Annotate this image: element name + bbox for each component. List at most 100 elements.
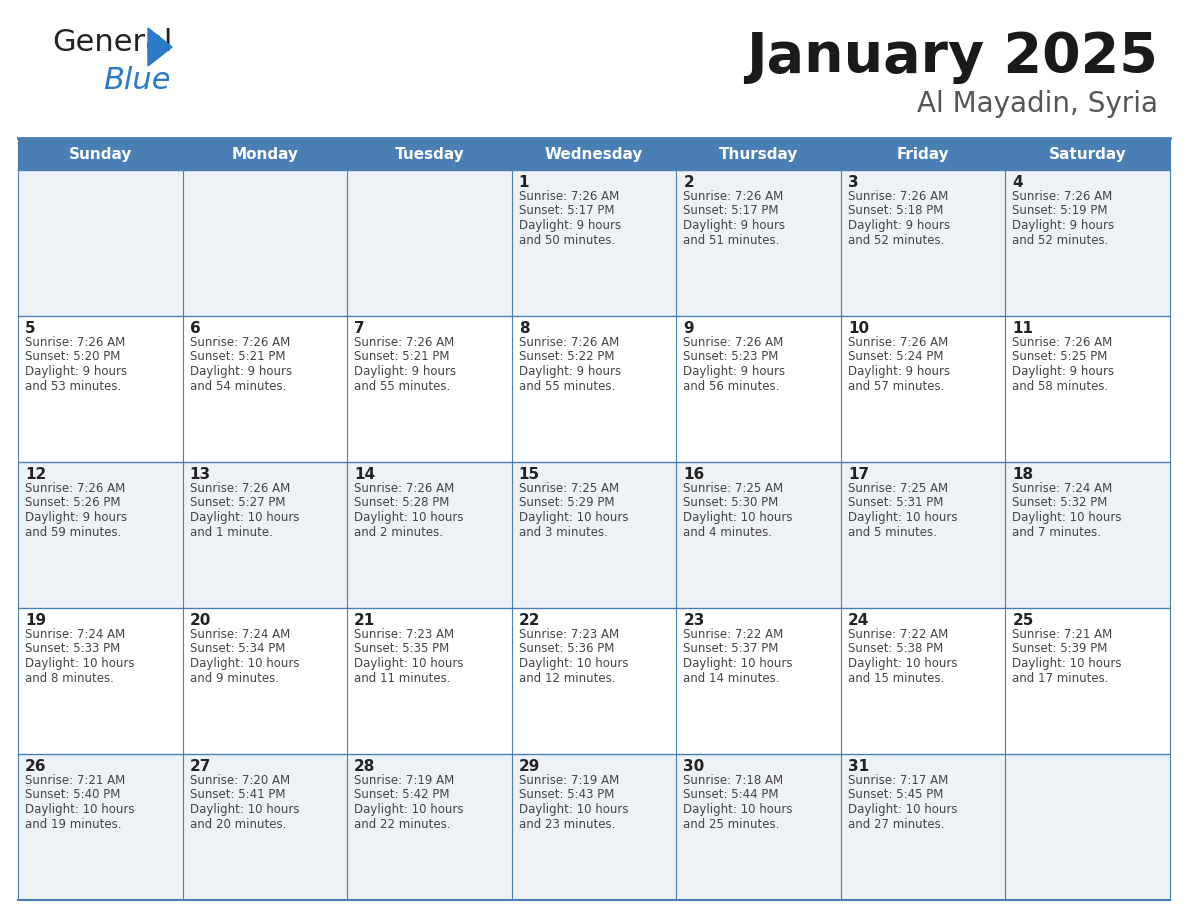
Bar (1005, 316, 1170, 462)
Text: 18: 18 (1012, 467, 1034, 482)
Text: and 50 minutes.: and 50 minutes. (519, 233, 615, 247)
Text: Daylight: 9 hours: Daylight: 9 hours (1012, 219, 1114, 232)
Text: Sunset: 5:25 PM: Sunset: 5:25 PM (1012, 351, 1107, 364)
Text: Daylight: 10 hours: Daylight: 10 hours (25, 657, 134, 670)
Text: Sunrise: 7:23 AM: Sunrise: 7:23 AM (354, 628, 454, 641)
Text: Sunrise: 7:26 AM: Sunrise: 7:26 AM (25, 336, 125, 349)
Text: Sunset: 5:27 PM: Sunset: 5:27 PM (190, 497, 285, 509)
Text: 13: 13 (190, 467, 210, 482)
Text: Daylight: 10 hours: Daylight: 10 hours (190, 803, 299, 816)
Bar (1005, 608, 1170, 754)
Text: and 56 minutes.: and 56 minutes. (683, 379, 779, 393)
Bar (347, 462, 512, 608)
Text: Daylight: 10 hours: Daylight: 10 hours (519, 803, 628, 816)
Text: Daylight: 9 hours: Daylight: 9 hours (354, 365, 456, 378)
Text: January 2025: January 2025 (746, 30, 1158, 84)
Text: 17: 17 (848, 467, 868, 482)
Text: and 15 minutes.: and 15 minutes. (848, 671, 944, 685)
Text: 16: 16 (683, 467, 704, 482)
Text: Al Mayadin, Syria: Al Mayadin, Syria (917, 90, 1158, 118)
Bar (183, 608, 347, 754)
Text: and 7 minutes.: and 7 minutes. (1012, 525, 1101, 539)
Text: Sunrise: 7:26 AM: Sunrise: 7:26 AM (683, 336, 784, 349)
Bar (347, 138, 512, 170)
Bar (183, 462, 347, 608)
Text: Daylight: 9 hours: Daylight: 9 hours (848, 365, 950, 378)
Text: Sunset: 5:30 PM: Sunset: 5:30 PM (683, 497, 778, 509)
Bar (841, 462, 1005, 608)
Text: 9: 9 (683, 321, 694, 336)
Text: and 11 minutes.: and 11 minutes. (354, 671, 450, 685)
Bar (841, 754, 1005, 900)
Bar (512, 138, 676, 170)
Bar (1005, 462, 1170, 608)
Bar (183, 316, 347, 462)
Polygon shape (148, 28, 172, 66)
Text: Sunrise: 7:26 AM: Sunrise: 7:26 AM (1012, 190, 1113, 203)
Text: Sunset: 5:29 PM: Sunset: 5:29 PM (519, 497, 614, 509)
Text: Daylight: 9 hours: Daylight: 9 hours (683, 365, 785, 378)
Text: 10: 10 (848, 321, 868, 336)
Bar (676, 316, 841, 462)
Text: and 53 minutes.: and 53 minutes. (25, 379, 121, 393)
Text: Sunrise: 7:18 AM: Sunrise: 7:18 AM (683, 774, 783, 787)
Text: Daylight: 10 hours: Daylight: 10 hours (1012, 657, 1121, 670)
Text: 2: 2 (683, 175, 694, 190)
Text: Sunset: 5:33 PM: Sunset: 5:33 PM (25, 643, 120, 655)
Text: Wednesday: Wednesday (545, 147, 643, 162)
Text: Sunrise: 7:23 AM: Sunrise: 7:23 AM (519, 628, 619, 641)
Text: Daylight: 10 hours: Daylight: 10 hours (354, 803, 463, 816)
Text: 14: 14 (354, 467, 375, 482)
Text: 4: 4 (1012, 175, 1023, 190)
Text: and 2 minutes.: and 2 minutes. (354, 525, 443, 539)
Text: Sunrise: 7:26 AM: Sunrise: 7:26 AM (848, 336, 948, 349)
Text: Monday: Monday (232, 147, 298, 162)
Text: 25: 25 (1012, 613, 1034, 628)
Text: 19: 19 (25, 613, 46, 628)
Bar (676, 170, 841, 316)
Text: and 57 minutes.: and 57 minutes. (848, 379, 944, 393)
Text: Sunrise: 7:26 AM: Sunrise: 7:26 AM (519, 336, 619, 349)
Text: Daylight: 10 hours: Daylight: 10 hours (683, 657, 792, 670)
Bar (347, 754, 512, 900)
Text: Sunrise: 7:25 AM: Sunrise: 7:25 AM (683, 482, 783, 495)
Text: 27: 27 (190, 759, 211, 774)
Text: and 17 minutes.: and 17 minutes. (1012, 671, 1108, 685)
Text: Sunrise: 7:26 AM: Sunrise: 7:26 AM (25, 482, 125, 495)
Text: Sunrise: 7:25 AM: Sunrise: 7:25 AM (519, 482, 619, 495)
Text: Sunset: 5:39 PM: Sunset: 5:39 PM (1012, 643, 1107, 655)
Bar (512, 608, 676, 754)
Text: Sunday: Sunday (69, 147, 132, 162)
Text: Daylight: 9 hours: Daylight: 9 hours (190, 365, 292, 378)
Text: and 59 minutes.: and 59 minutes. (25, 525, 121, 539)
Text: Sunset: 5:34 PM: Sunset: 5:34 PM (190, 643, 285, 655)
Text: Sunrise: 7:22 AM: Sunrise: 7:22 AM (683, 628, 784, 641)
Text: and 20 minutes.: and 20 minutes. (190, 818, 286, 831)
Text: and 1 minute.: and 1 minute. (190, 525, 272, 539)
Bar (18, 608, 183, 754)
Text: and 23 minutes.: and 23 minutes. (519, 818, 615, 831)
Text: Daylight: 9 hours: Daylight: 9 hours (25, 511, 127, 524)
Text: Blue: Blue (103, 66, 171, 95)
Text: 5: 5 (25, 321, 36, 336)
Text: Sunset: 5:41 PM: Sunset: 5:41 PM (190, 789, 285, 801)
Text: Sunrise: 7:26 AM: Sunrise: 7:26 AM (683, 190, 784, 203)
Text: Daylight: 9 hours: Daylight: 9 hours (683, 219, 785, 232)
Bar (347, 316, 512, 462)
Text: and 3 minutes.: and 3 minutes. (519, 525, 607, 539)
Text: Sunset: 5:22 PM: Sunset: 5:22 PM (519, 351, 614, 364)
Text: Sunset: 5:31 PM: Sunset: 5:31 PM (848, 497, 943, 509)
Text: Sunset: 5:20 PM: Sunset: 5:20 PM (25, 351, 120, 364)
Bar (18, 170, 183, 316)
Text: Daylight: 10 hours: Daylight: 10 hours (1012, 511, 1121, 524)
Text: Daylight: 10 hours: Daylight: 10 hours (190, 511, 299, 524)
Text: Sunrise: 7:19 AM: Sunrise: 7:19 AM (519, 774, 619, 787)
Text: Sunset: 5:42 PM: Sunset: 5:42 PM (354, 789, 449, 801)
Bar (18, 462, 183, 608)
Bar (676, 462, 841, 608)
Bar (512, 754, 676, 900)
Text: Sunrise: 7:26 AM: Sunrise: 7:26 AM (848, 190, 948, 203)
Text: and 4 minutes.: and 4 minutes. (683, 525, 772, 539)
Text: and 54 minutes.: and 54 minutes. (190, 379, 286, 393)
Text: Sunset: 5:36 PM: Sunset: 5:36 PM (519, 643, 614, 655)
